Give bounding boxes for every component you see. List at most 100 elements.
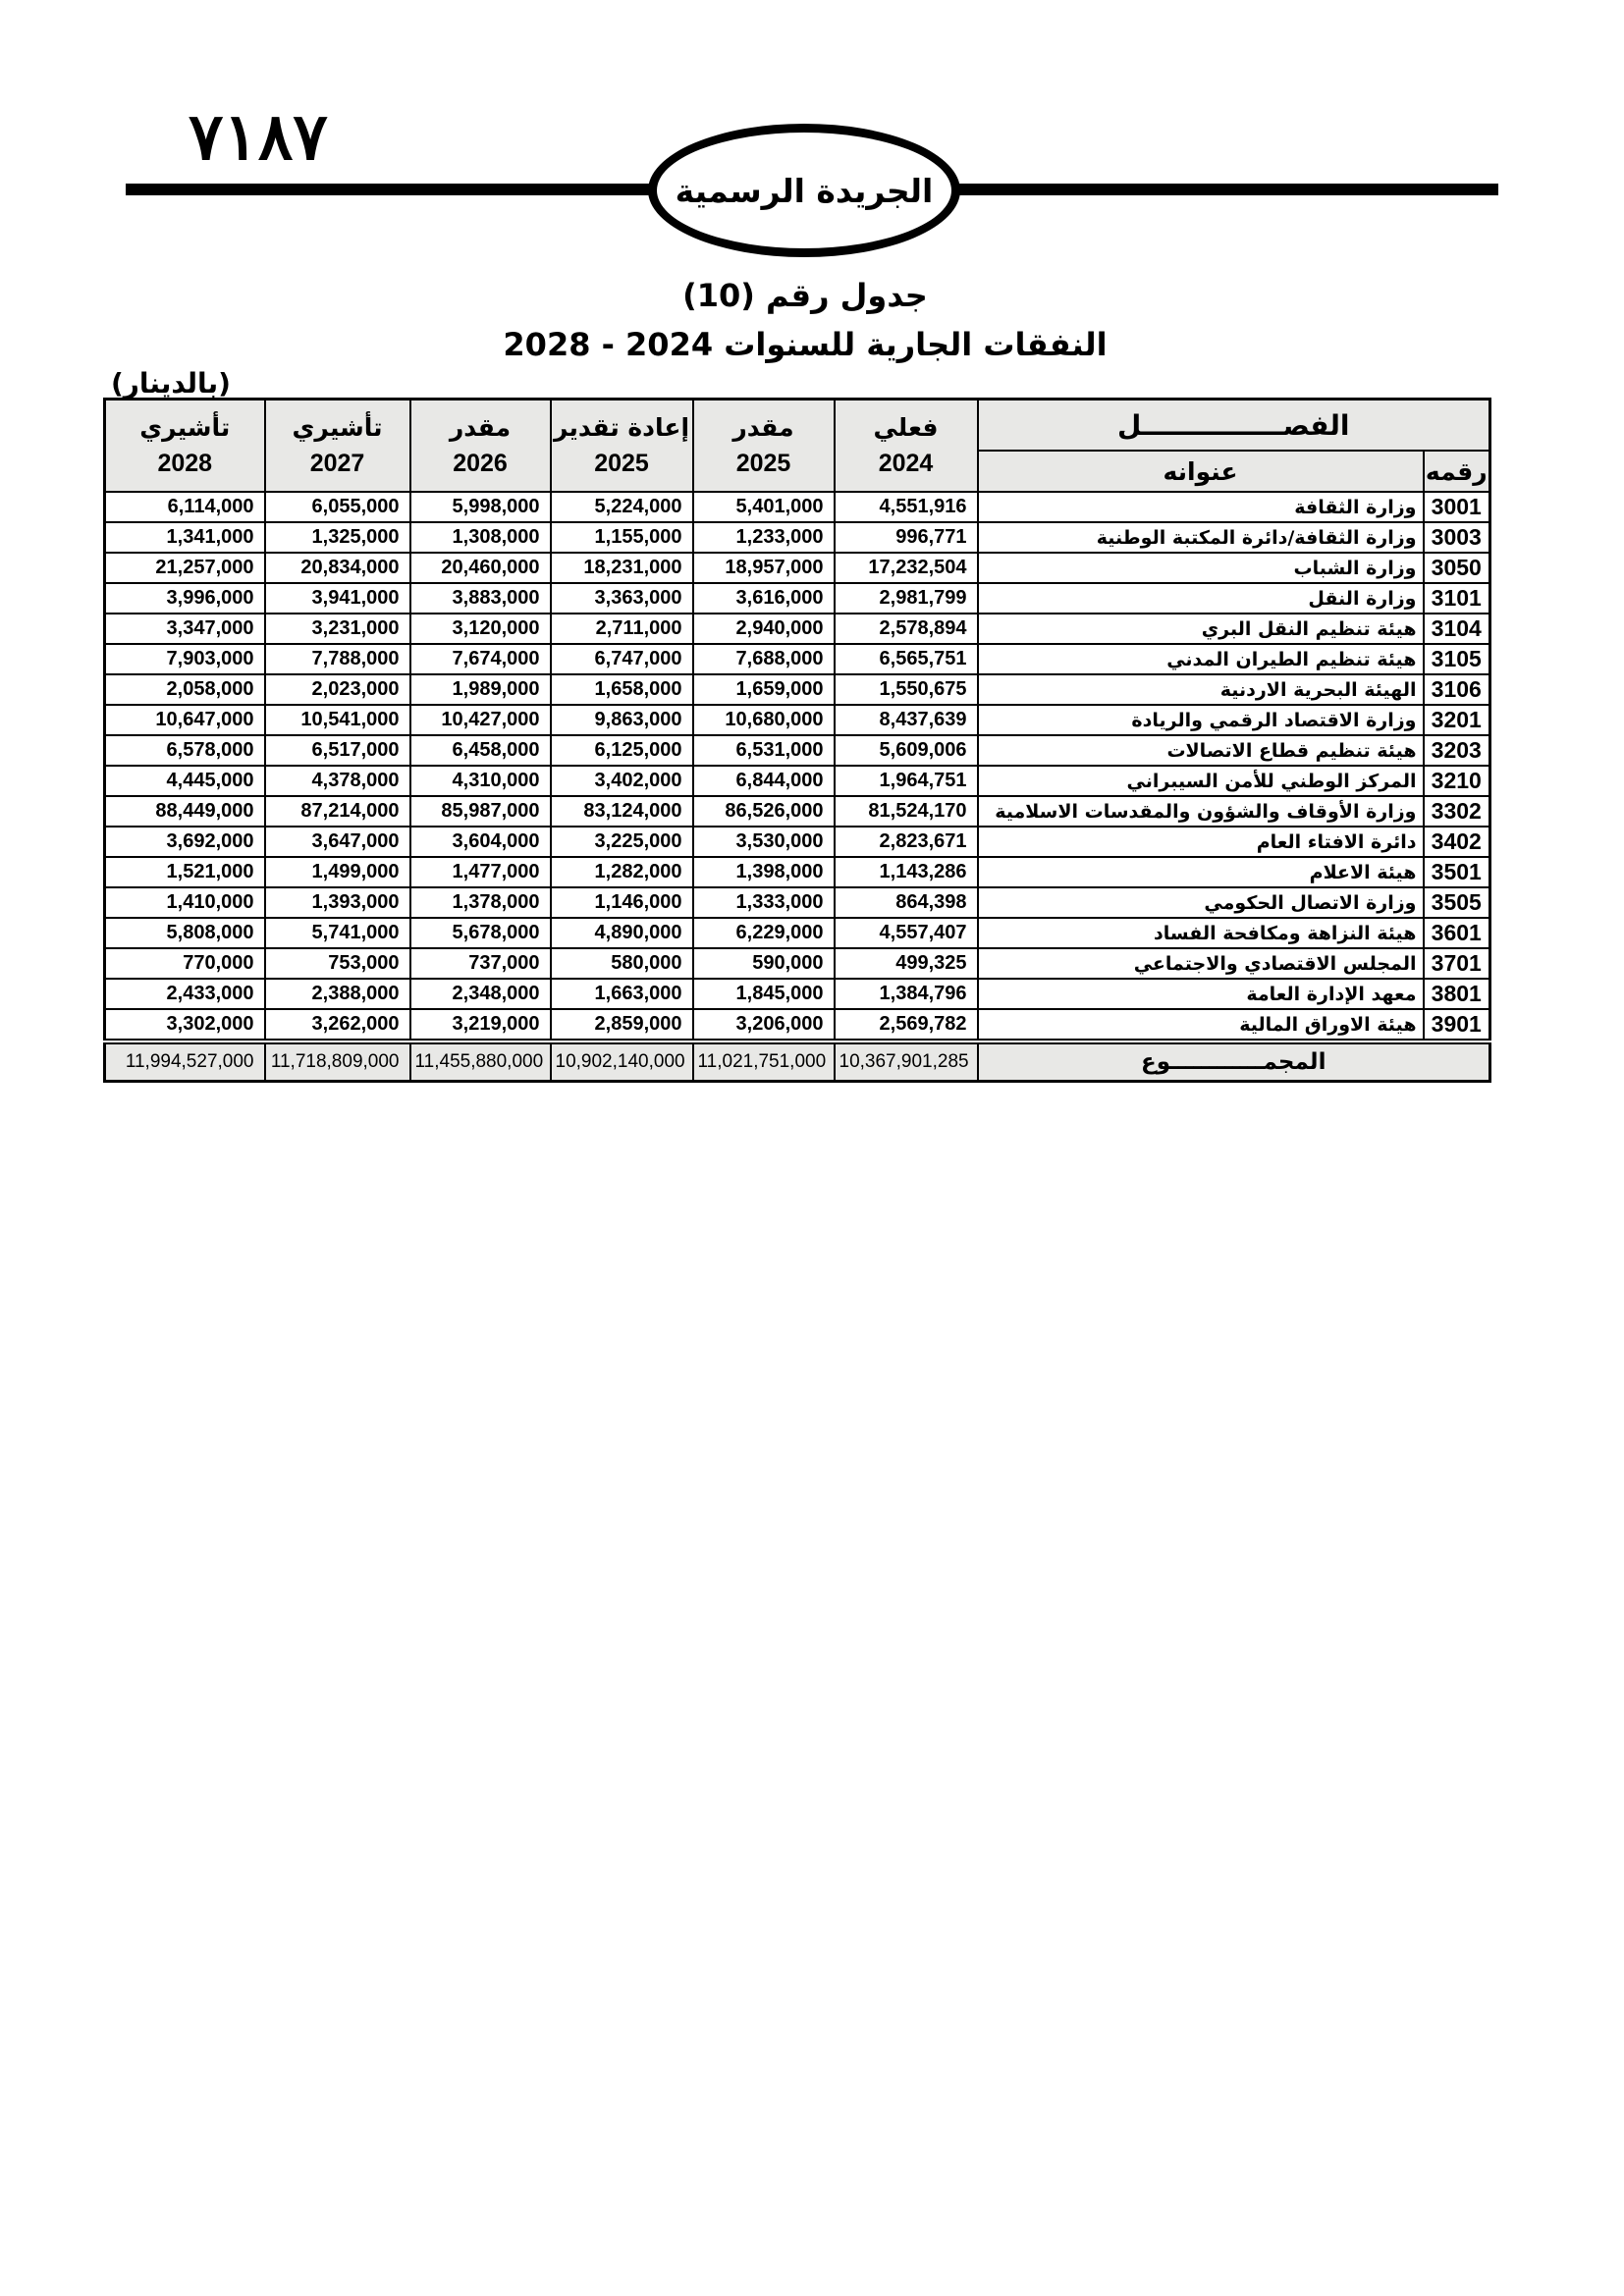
table-row: 3402 دائرة الافتاء العام 2,823,671 3,530,00…	[103, 826, 1491, 858]
value-cell: 3,363,000	[549, 582, 694, 614]
value-cell: 590,000	[691, 947, 836, 980]
value-cell: 2,348,000	[408, 978, 552, 1010]
value-cell: 1,146,000	[549, 886, 694, 919]
chapter-code: 3210	[1422, 765, 1491, 797]
value-cell: 6,531,000	[691, 734, 836, 767]
chapter-code: 3302	[1422, 795, 1491, 828]
value-cell: 3,996,000	[103, 582, 266, 614]
value-cell: 10,541,000	[263, 704, 411, 736]
chapter-group-header: الفصـــــــــــــــل	[976, 398, 1491, 452]
chapter-code: 3050	[1422, 552, 1491, 584]
value-cell: 5,678,000	[408, 917, 552, 949]
value-cell: 83,124,000	[549, 795, 694, 828]
chapter-name: وزارة الأوقاف والشؤون والمقدسات الاسلامي…	[976, 795, 1425, 828]
value-cell: 753,000	[263, 947, 411, 980]
chapter-name: هيئة النزاهة ومكافحة الفساد	[976, 917, 1425, 949]
table-row: 3210 المركز الوطني للأمن السيبراني 1,964,7…	[103, 765, 1491, 797]
value-cell: 20,834,000	[263, 552, 411, 584]
value-cell: 6,578,000	[103, 734, 266, 767]
value-cell: 4,378,000	[263, 765, 411, 797]
value-cell: 2,859,000	[549, 1008, 694, 1042]
chapter-code: 3601	[1422, 917, 1491, 949]
value-cell: 21,257,000	[103, 552, 266, 584]
total-cell: 11,455,880,000	[408, 1039, 552, 1083]
table-row: 3505 وزارة الاتصال الحكومي 864,398 1,333,00…	[103, 886, 1491, 919]
value-cell: 1,393,000	[263, 886, 411, 919]
value-cell: 3,120,000	[408, 613, 552, 645]
chapter-code: 3402	[1422, 826, 1491, 858]
value-cell: 8,437,639	[833, 704, 979, 736]
value-cell: 1,398,000	[691, 856, 836, 888]
value-cell: 1,989,000	[408, 673, 552, 706]
chapter-name: هيئة تنظيم قطاع الاتصالات	[976, 734, 1425, 767]
year-column-header-estimated-2025: مقدر 2025	[691, 398, 836, 493]
value-cell: 3,225,000	[549, 826, 694, 858]
year-column-label: مقدر	[449, 412, 512, 442]
value-cell: 4,551,916	[833, 491, 979, 523]
value-cell: 1,378,000	[408, 886, 552, 919]
value-cell: 2,023,000	[263, 673, 411, 706]
value-cell: 10,647,000	[103, 704, 266, 736]
value-cell: 7,674,000	[408, 643, 552, 675]
total-cell: 11,994,527,000	[103, 1039, 266, 1083]
value-cell: 1,308,000	[408, 521, 552, 554]
year-column-header-actual-2024: فعلي 2024	[833, 398, 979, 493]
value-cell: 6,055,000	[263, 491, 411, 523]
value-cell: 6,844,000	[691, 765, 836, 797]
table-row: 3203 هيئة تنظيم قطاع الاتصالات 5,609,006 6,…	[103, 734, 1491, 767]
table-row: 3101 وزارة النقل 2,981,799 3,616,000 3,363,0…	[103, 582, 1491, 614]
value-cell: 17,232,504	[833, 552, 979, 584]
chapter-name: دائرة الافتاء العام	[976, 826, 1425, 858]
chapter-name: وزارة الشباب	[976, 552, 1425, 584]
total-cell: 11,718,809,000	[263, 1039, 411, 1083]
value-cell: 6,517,000	[263, 734, 411, 767]
value-cell: 3,530,000	[691, 826, 836, 858]
value-cell: 88,449,000	[103, 795, 266, 828]
chapter-name: المجلس الاقتصادي والاجتماعي	[976, 947, 1425, 980]
value-cell: 1,282,000	[549, 856, 694, 888]
value-cell: 2,569,782	[833, 1008, 979, 1042]
value-cell: 1,341,000	[103, 521, 266, 554]
value-cell: 87,214,000	[263, 795, 411, 828]
year-column-label: إعادة تقدير	[553, 412, 690, 442]
value-cell: 499,325	[833, 947, 979, 980]
chapter-name: وزارة الاقتصاد الرقمي والريادة	[976, 704, 1425, 736]
chapter-name: هيئة تنظيم الطيران المدني	[976, 643, 1425, 675]
value-cell: 1,663,000	[549, 978, 694, 1010]
value-cell: 1,499,000	[263, 856, 411, 888]
value-cell: 5,808,000	[103, 917, 266, 949]
value-cell: 7,903,000	[103, 643, 266, 675]
value-cell: 20,460,000	[408, 552, 552, 584]
value-cell: 4,310,000	[408, 765, 552, 797]
chapter-name: المركز الوطني للأمن السيبراني	[976, 765, 1425, 797]
value-cell: 1,233,000	[691, 521, 836, 554]
table-row: 3601 هيئة النزاهة ومكافحة الفساد 4,557,407…	[103, 917, 1491, 949]
value-cell: 1,550,675	[833, 673, 979, 706]
chapter-code: 3203	[1422, 734, 1491, 767]
chapter-name: معهد الإدارة العامة	[976, 978, 1425, 1010]
chapter-name: هيئة تنظيم النقل البري	[976, 613, 1425, 645]
value-cell: 3,941,000	[263, 582, 411, 614]
value-cell: 2,981,799	[833, 582, 979, 614]
totals-row: المجمــــــــــــوع 10,367,901,285 11,02…	[103, 1039, 1491, 1083]
year-column-header-indicative-2027: تأشيري 2027	[263, 398, 411, 493]
total-cell: 10,367,901,285	[833, 1039, 979, 1083]
total-cell: 10,902,140,000	[549, 1039, 694, 1083]
value-cell: 5,998,000	[408, 491, 552, 523]
table-row: 3003 وزارة الثقافة/دائرة المكتبة الوطنية 9…	[103, 521, 1491, 554]
year-column-year: 2024	[878, 450, 934, 477]
value-cell: 1,155,000	[549, 521, 694, 554]
table-row: 3105 هيئة تنظيم الطيران المدني 6,565,751 7,…	[103, 643, 1491, 675]
value-cell: 7,688,000	[691, 643, 836, 675]
chapter-code: 3901	[1422, 1008, 1491, 1042]
expenditures-table: الفصـــــــــــــــل فعلي 2024 مقدر 2025…	[103, 398, 1491, 1083]
value-cell: 6,229,000	[691, 917, 836, 949]
chapter-name: هيئة الاوراق المالية	[976, 1008, 1425, 1042]
value-cell: 4,557,407	[833, 917, 979, 949]
chapter-code: 3104	[1422, 613, 1491, 645]
chapter-code-header: رقمه	[1422, 450, 1491, 493]
value-cell: 86,526,000	[691, 795, 836, 828]
value-cell: 2,058,000	[103, 673, 266, 706]
year-column-year: 2028	[157, 450, 213, 477]
